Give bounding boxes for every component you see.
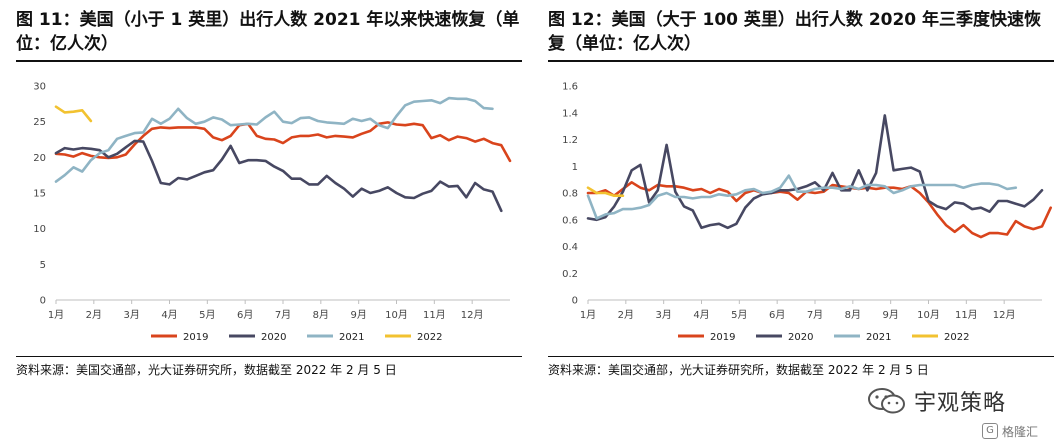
y-tick-label: 5	[40, 260, 46, 271]
series-line-2022	[586, 186, 625, 197]
line-chart-12: 0 0.2 0.4 0.6 0.8 1 1.2 1.4 1.6 1月 2月 3月 4月 5月 6月 7月 8月 9…	[562, 82, 1053, 343]
legend-label-2022: 2022	[417, 332, 442, 343]
x-tick-label: 3月	[123, 309, 139, 321]
wechat-icon	[868, 388, 905, 414]
x-tick-label: 1月	[48, 309, 64, 321]
watermark: 宇观策略	[866, 384, 1036, 418]
x-tick-label: 4月	[693, 309, 709, 321]
series-line-2021	[54, 96, 494, 183]
legend-label-2022: 2022	[944, 332, 969, 343]
y-tick-label: 0	[40, 296, 46, 307]
x-tick-label: 11月	[955, 309, 978, 321]
title-divider	[16, 60, 522, 62]
series-line-2020	[54, 139, 503, 213]
x-tick-label: 6月	[769, 309, 785, 321]
source-divider	[548, 356, 1054, 357]
legend-label-2019: 2019	[710, 332, 735, 343]
x-tick-label: 5月	[199, 309, 215, 321]
x-tick-label: 1月	[580, 309, 596, 321]
y-tick-label: 25	[33, 117, 46, 128]
series-line-2020	[586, 114, 1044, 230]
x-tick-label: 10月	[917, 309, 940, 321]
legend-label-2019: 2019	[183, 332, 208, 343]
chart-title: 图 11：美国（小于 1 英里）出行人数 2021 年以来快速恢复（单位：亿人次…	[16, 10, 520, 54]
source-divider	[16, 356, 522, 357]
x-tick-label: 8月	[845, 309, 861, 321]
y-tick-label: 1.6	[562, 82, 578, 93]
y-tick-label: 20	[33, 153, 46, 164]
x-tick-label: 4月	[161, 309, 177, 321]
y-tick-label: 0.6	[562, 215, 578, 226]
series-line-2019	[54, 121, 512, 163]
x-tick-label: 6月	[237, 309, 253, 321]
source-note: 资料来源：美国交通部，光大证券研究所，数据截至 2022 年 2 月 5 日	[16, 363, 397, 377]
line-chart-11: 0 5 10 15 20 25 30 1月 2月 3月 4月 5月 6月 7月 8月 9月 10月 11月 12月 2…	[33, 82, 512, 343]
chart-panel-11: 图 11：美国（小于 1 英里）出行人数 2021 年以来快速恢复（单位：亿人次…	[16, 0, 526, 390]
legend-label-2021: 2021	[866, 332, 891, 343]
y-tick-label: 1	[572, 162, 578, 173]
x-tick-label: 12月	[993, 309, 1016, 321]
legend-label-2021: 2021	[339, 332, 364, 343]
y-tick-label: 0.2	[562, 269, 578, 280]
x-tick-label: 10月	[385, 309, 408, 321]
logo-icon: G	[982, 423, 998, 439]
x-tick-label: 7月	[275, 309, 291, 321]
chart-title: 图 12：美国（大于 100 英里）出行人数 2020 年三季度快速恢复（单位：…	[548, 10, 1042, 54]
source-note: 资料来源：美国交通部，光大证券研究所，数据截至 2022 年 2 月 5 日	[548, 363, 929, 377]
x-tick-label: 2月	[86, 309, 102, 321]
corner-logo-text: 格隆汇	[1002, 424, 1039, 439]
x-tick-label: 5月	[731, 309, 747, 321]
series-line-2019	[586, 181, 1053, 239]
x-tick-label: 7月	[807, 309, 823, 321]
y-tick-label: 0.4	[562, 242, 578, 253]
legend-label-2020: 2020	[788, 332, 813, 343]
series-line-2021	[586, 174, 1018, 220]
x-tick-label: 3月	[655, 309, 671, 321]
x-tick-label: 8月	[313, 309, 329, 321]
x-tick-label: 9月	[350, 309, 366, 321]
x-tick-label: 12月	[461, 309, 484, 321]
x-tick-label: 9月	[882, 309, 898, 321]
y-tick-label: 15	[33, 189, 46, 200]
y-tick-label: 30	[33, 82, 46, 93]
chart-panel-12: 图 12：美国（大于 100 英里）出行人数 2020 年三季度快速恢复（单位：…	[548, 0, 1058, 390]
title-divider	[548, 60, 1054, 62]
x-tick-label: 11月	[423, 309, 446, 321]
series-line-2022	[54, 105, 93, 123]
y-tick-label: 1.4	[562, 108, 578, 119]
corner-logo: G 格隆汇	[982, 422, 1038, 440]
y-tick-label: 0	[572, 296, 578, 307]
legend-label-2020: 2020	[261, 332, 286, 343]
y-tick-label: 10	[33, 224, 46, 235]
watermark-text: 宇观策略	[914, 391, 1007, 416]
y-tick-label: 0.8	[562, 189, 578, 200]
x-tick-label: 2月	[618, 309, 634, 321]
y-tick-label: 1.2	[562, 135, 578, 146]
